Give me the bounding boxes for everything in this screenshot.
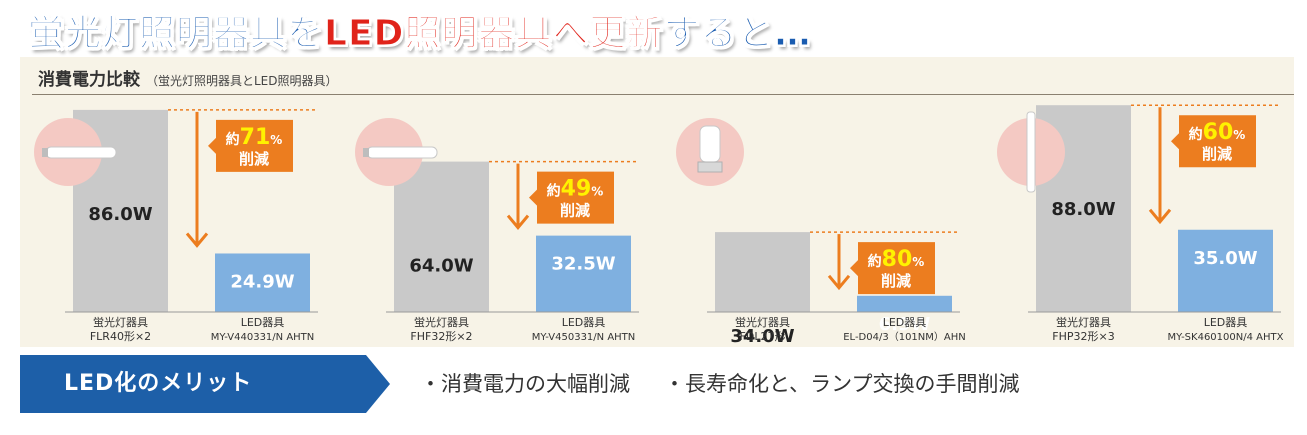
reduction-text: 削減 [560,202,590,220]
fluorescent-bar [715,232,810,312]
reduction-percent-unit: % [270,133,282,147]
page-title: 蛍光灯照明器具をLED照明器具へ更新すると… [27,4,812,55]
reduction-prefix: 約 [868,253,882,270]
vertical-tube-lamp-icon [1026,111,1036,193]
reduction-badge [529,171,614,224]
fluorescent-value-label: 88.0W [1051,199,1115,220]
led-model-label: MY-V440331/N AHTN [211,332,315,343]
reduction-percent-label: 約71% [226,125,283,150]
reduction-percent-unit: % [591,185,603,199]
reduction-text: 削減 [1202,145,1232,163]
led-model-label: MY-V450331/N AHTN [532,332,636,343]
fluorescent-bar [394,161,489,312]
benefit-item-power: ・消費電力の大幅削減 [420,372,630,396]
led-value-label: 6.9W [879,314,931,335]
power-comparison-chart: 86.0W約71%削減24.9W蛍光灯器具FLR40形×2LED器具MY-V44… [34,104,1284,347]
fluorescent-model-label: FHF32形×2 [410,330,472,343]
reduction-percent-value: 60 [1203,120,1234,145]
reduction-percent-label: 約80% [868,247,925,272]
reduction-prefix: 約 [1189,126,1203,143]
led-value-label: 32.5W [551,254,615,275]
led-bar [857,295,952,312]
led-bar [1178,229,1273,312]
benefits-list: ・消費電力の大幅削減 ・長寿命化と、ランプ交換の手間削減 [420,355,1054,413]
led-bar [536,235,631,312]
reduction-prefix: 約 [547,183,561,200]
reduction-arrow-head-icon [506,214,530,230]
reduction-percent-label: 約49% [547,177,604,202]
reduction-arrow-head-icon [827,274,851,291]
reduction-badge [208,119,293,172]
section-subtitle: （蛍光灯照明器具とLED照明器具） [146,74,338,88]
reduction-arrow-head-icon [1148,208,1172,225]
title-part-suffix: すると… [663,13,812,55]
reduction-text: 削減 [881,272,911,290]
reduction-percent-unit: % [912,255,924,269]
reduction-percent-unit: % [1233,128,1245,142]
fluorescent-model-label: FHP32形×3 [1052,330,1114,343]
fluorescent-category-label: 蛍光灯器具 [414,315,469,329]
section-divider [32,94,1294,95]
power-comparison-panel: 消費電力比較 （蛍光灯照明器具とLED照明器具） 86.0W 約71% 削減 24.9W… [20,57,1294,347]
fluorescent-category-label: 蛍光灯器具 [1056,315,1111,329]
reduction-percent-value: 71 [240,125,271,150]
reduction-text: 削減 [239,150,269,168]
benefit-item-lifespan: ・長寿命化と、ランプ交換の手間削減 [664,372,1020,396]
fluorescent-category-label: 蛍光灯器具 [735,315,790,329]
benefits-label: LED化のメリット [20,355,390,413]
reduction-prefix: 約 [226,131,240,148]
section-title-text: 消費電力比較 [38,70,140,90]
tube-cap-icon [363,148,369,157]
fluorescent-category-label: 蛍光灯器具 [93,315,148,329]
fluorescent-value-label: 86.0W [88,204,152,225]
fluorescent-value-label: 64.0W [409,256,473,277]
led-value-label: 24.9W [230,271,294,292]
led-model-label: MY-SK460100N/4 AHTX [1168,332,1284,343]
section-title: 消費電力比較 （蛍光灯照明器具とLED照明器具） [38,65,338,90]
title-part-led: LED照明器具へ更新 [324,13,664,55]
led-category-label: LED器具 [562,316,606,329]
lamp-base-icon [697,161,723,173]
straight-tube-lamp-icon [45,146,117,159]
fluorescent-value-label: 34.0W [730,326,794,347]
straight-tube-lamp-icon [366,146,438,159]
led-category-label: LED器具 [1204,316,1248,329]
benefits-bar: LED化のメリット ・消費電力の大幅削減 ・長寿命化と、ランプ交換の手間削減 [20,355,1294,413]
reduction-arrow-head-icon [185,232,209,248]
reduction-percent-value: 80 [882,247,913,272]
led-category-label: LED器具 [883,316,927,329]
reduction-badge [850,242,935,295]
compact-fluorescent-lamp-icon [699,125,721,163]
tube-cap-icon [42,148,48,157]
fluorescent-model-label: FLR40形×2 [90,330,151,343]
reduction-badge [1171,115,1256,168]
title-part-fluorescent: 蛍光灯照明器具を [27,13,325,55]
led-bar [215,253,310,312]
led-model-label: EL-D04/3（101NM）AHN [843,331,966,343]
led-category-label: LED器具 [241,316,285,329]
reduction-percent-label: 約60% [1189,120,1246,145]
reduction-percent-value: 49 [561,177,592,202]
fluorescent-model-label: FDL27形 [740,330,786,343]
led-value-label: 35.0W [1193,248,1257,269]
